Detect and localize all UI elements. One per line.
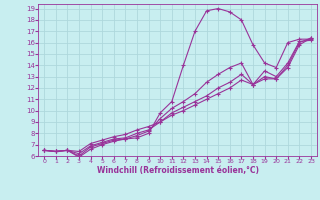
X-axis label: Windchill (Refroidissement éolien,°C): Windchill (Refroidissement éolien,°C) [97, 166, 259, 175]
